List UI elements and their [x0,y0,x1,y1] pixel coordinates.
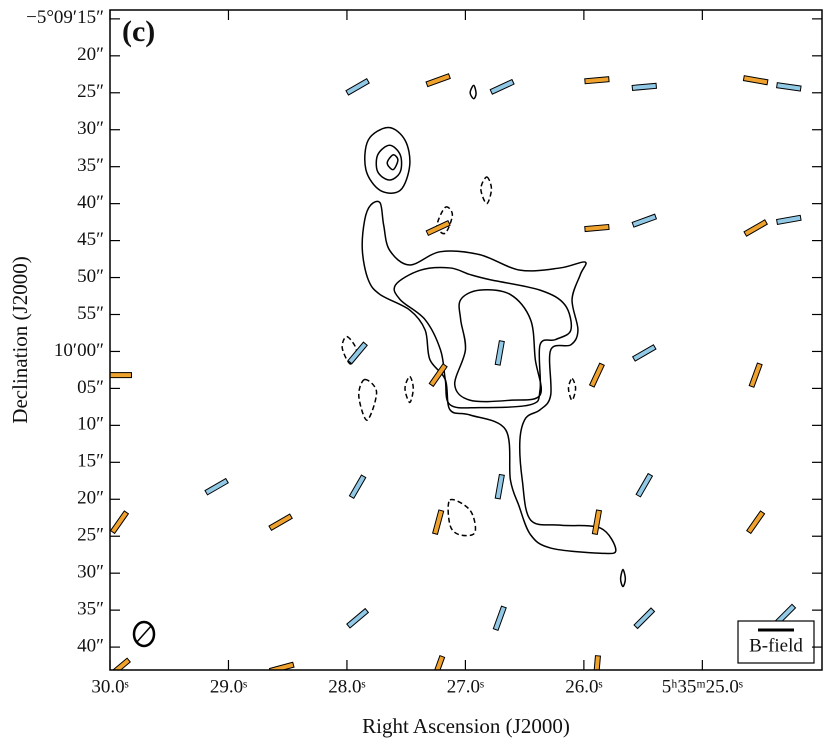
contour [375,144,403,181]
b-field-vector [743,219,768,237]
contour [361,200,617,555]
x-tick-label: 27.0ˢ [447,676,484,697]
y-tick-label: 50″ [77,266,104,287]
x-axis-title: Right Ascension (J2000) [362,714,570,738]
contour [453,288,543,403]
x-tick-label: 30.0ˢ [91,676,128,697]
b-field-vector [631,82,658,91]
b-field-vector [110,372,132,379]
b-field-vector [635,472,654,498]
y-tick-label: 55″ [77,303,104,324]
y-tick-label: 30″ [77,118,104,139]
y-tick-label: 35″ [77,598,104,619]
b-field-vector [591,509,603,536]
b-field-vector [494,340,505,366]
y-tick-label: −5°09′15″ [26,7,104,28]
b-field-vector [592,655,601,670]
b-field-vector [746,510,766,535]
x-tick-label: 29.0ˢ [210,676,247,697]
b-field-vector [425,220,451,237]
b-field-vector [204,477,229,496]
b-field-vector [432,509,445,536]
b-field-vector [489,78,515,95]
y-tick-label: 10′00″ [54,340,104,361]
b-field-vector [492,605,507,632]
y-tick-label: 20″ [77,488,104,509]
b-field-vector [268,513,293,532]
contour [404,375,415,404]
b-field-vector [742,75,769,86]
contour [364,126,411,194]
contour [619,568,627,588]
beam-hatch [135,624,153,644]
plot-area [110,73,802,670]
b-field-vector [345,78,370,96]
b-field-vector [348,474,367,500]
y-tick-label: 20″ [77,44,104,65]
x-tick-label: 26.0ˢ [565,676,602,697]
x-tick-label: 28.0ˢ [328,676,365,697]
y-tick-label: 40″ [77,635,104,656]
b-field-vector [347,341,368,365]
b-field-vector [748,362,763,388]
contour [358,378,378,421]
b-field-vector [268,661,295,670]
b-field-vector [110,510,130,535]
b-field-vector [588,362,605,388]
b-field-vector [584,223,610,233]
y-tick-label: 45″ [77,229,104,250]
b-field-vector [425,73,451,88]
legend-label: B-field [749,635,803,656]
b-field-vector [494,473,505,500]
contour [480,176,493,205]
b-field-vector [428,363,448,388]
contour [393,266,573,409]
b-field-vector [631,213,658,228]
x-tick-label: 5ʰ35ᵐ25.0ˢ [662,676,743,697]
contour [436,206,454,235]
contour [386,154,399,171]
legend-box [737,620,815,664]
b-field-vector [631,344,657,362]
b-field-vector [775,214,802,226]
y-tick-label: 10″ [77,414,104,435]
panel-label: (c) [122,15,155,48]
contour [341,335,358,365]
b-field-vector [346,607,370,629]
b-field-vector [584,76,610,85]
y-tick-label: 25″ [77,81,104,102]
b-field-vector [633,607,656,630]
contour [469,84,477,100]
y-axis-title: Declination (J2000) [8,256,32,423]
y-tick-label: 25″ [77,525,104,546]
b-field-vector [776,82,802,92]
y-tick-label: 35″ [77,155,104,176]
b-field-vector [431,655,446,670]
y-tick-label: 30″ [77,562,104,583]
y-tick-label: 15″ [77,451,104,472]
y-tick-label: 05″ [77,377,104,398]
y-tick-label: 40″ [77,192,104,213]
beam [132,620,156,648]
